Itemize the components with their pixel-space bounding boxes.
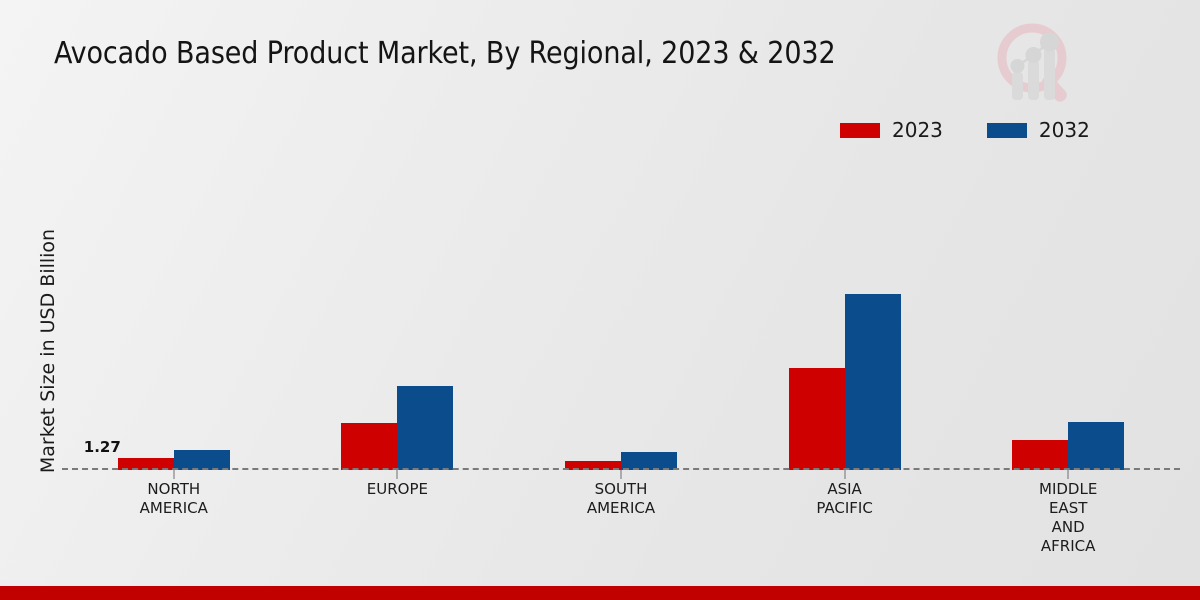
legend-label-2032: 2032 (1038, 118, 1090, 142)
magnifier-bar-chart-logo-icon (988, 16, 1084, 108)
chart-legend: 2023 2032 (840, 120, 1090, 140)
bar-asia-pacific-2032[interactable] (844, 294, 901, 470)
x-axis-label-line: MIDDLE (1039, 480, 1098, 498)
chart-title: Avocado Based Product Market, By Regiona… (54, 36, 836, 71)
x-axis-label-line: SOUTH (594, 480, 648, 498)
x-axis-label-line: NORTH (147, 480, 201, 498)
bar-group-middle-east-and-africa (956, 150, 1180, 479)
bar-south-america-2032[interactable] (620, 452, 677, 470)
plot-area: 1.27 (62, 150, 1180, 479)
x-axis-label-line: ASIA (827, 480, 862, 498)
x-axis-label-middle-east-and-africa: MIDDLE EAST AND AFRICA (956, 480, 1180, 556)
bar-group-asia-pacific (733, 150, 957, 479)
x-axis-label-line: AND (1051, 518, 1085, 536)
bar-group-europe (286, 150, 510, 479)
bars-europe (341, 150, 454, 470)
axis-baseline (62, 468, 1180, 470)
x-axis-label-line: PACIFIC (816, 499, 873, 517)
x-axis-label-asia-pacific: ASIA PACIFIC (733, 480, 957, 556)
bar-middle-east-and-africa-2023[interactable] (1012, 440, 1069, 470)
axis-tick-north-america (173, 470, 175, 479)
bar-group-north-america: 1.27 (62, 150, 286, 479)
axis-tick-europe (396, 470, 398, 479)
legend-swatch-2032 (986, 122, 1027, 138)
bar-north-america-2023[interactable] (117, 458, 174, 470)
x-axis-label-europe: EUROPE (286, 480, 510, 556)
x-axis-label-line: AFRICA (1040, 537, 1096, 555)
bars-middle-east-and-africa (1012, 150, 1125, 470)
x-axis-label-line: AMERICA (586, 499, 656, 517)
bar-middle-east-and-africa-2032[interactable] (1068, 422, 1125, 470)
bar-north-america-2032[interactable] (173, 450, 230, 470)
bars-south-america (564, 150, 677, 470)
footer-accent-bar (0, 586, 1200, 600)
x-axis-label-south-america: SOUTH AMERICA (509, 480, 733, 556)
bar-groups: 1.27 (62, 150, 1180, 479)
legend-swatch-2023 (840, 122, 880, 138)
x-axis-labels: NORTH AMERICA EUROPE SOUTH AMERICA ASIA … (62, 480, 1180, 556)
data-label-north-america-2023: 1.27 (83, 438, 121, 456)
x-axis-label-line: EUROPE (366, 480, 428, 498)
legend-label-2023: 2023 (892, 118, 943, 142)
bar-south-america-2023[interactable] (564, 461, 621, 470)
legend-item-2032[interactable]: 2032 (986, 118, 1090, 142)
bar-europe-2023[interactable] (341, 423, 398, 470)
bar-asia-pacific-2023[interactable] (788, 368, 845, 470)
axis-tick-south-america (620, 470, 622, 479)
legend-item-2023[interactable]: 2023 (840, 120, 943, 140)
bar-europe-2032[interactable] (397, 386, 454, 470)
bars-north-america (117, 150, 230, 470)
bars-asia-pacific (788, 150, 901, 470)
x-axis-label-north-america: NORTH AMERICA (62, 480, 286, 556)
bar-group-south-america (509, 150, 733, 479)
x-axis-label-line: AMERICA (139, 499, 208, 517)
x-axis-label-line: EAST (1048, 499, 1088, 517)
axis-tick-middle-east-and-africa (1067, 470, 1069, 479)
axis-tick-asia-pacific (844, 470, 846, 479)
y-axis-title: Market Size in USD Billion (37, 228, 59, 474)
